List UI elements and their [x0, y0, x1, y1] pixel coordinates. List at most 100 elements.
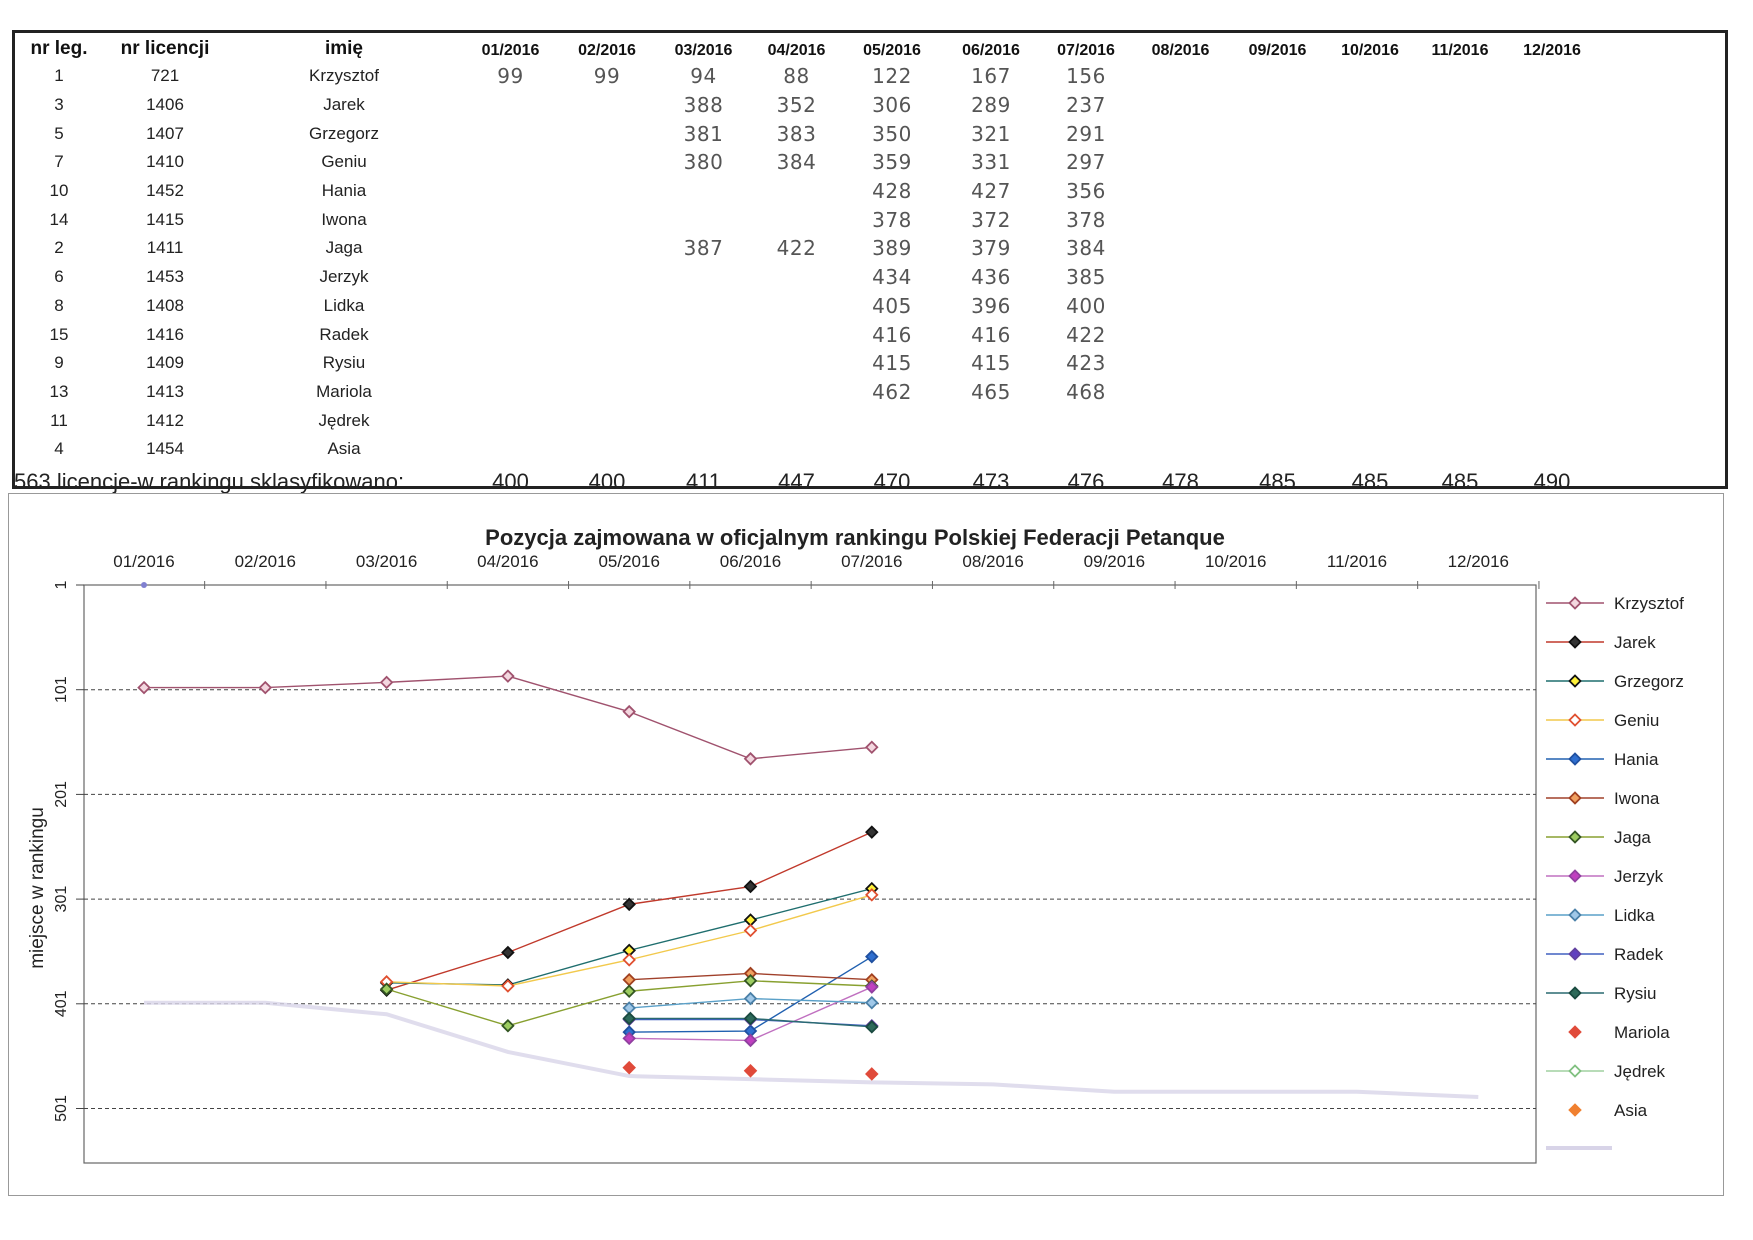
cell-rank-value: 428 [872, 179, 912, 204]
chart-title: Pozycja zajmowana w oficjalnym rankingu … [485, 525, 1225, 550]
cell-rank-value: 331 [971, 150, 1011, 175]
data-point [743, 879, 758, 894]
cell-rank-value: 350 [872, 121, 912, 146]
cell-nr-leg: 5 [54, 123, 64, 143]
cell-nr-licencji: 1407 [146, 123, 184, 143]
legend-marker [1568, 830, 1582, 844]
cell-nr-leg: 3 [54, 95, 64, 115]
y-tick-label: 301 [53, 886, 70, 913]
plot-area [83, 584, 1537, 1164]
data-point [865, 949, 879, 964]
cell-imie: Geniu [321, 152, 367, 172]
legend-label: Geniu [1614, 711, 1659, 730]
y-tick-label: 201 [53, 781, 70, 808]
cell-nr-licencji: 1411 [146, 238, 184, 258]
data-point [865, 740, 879, 755]
cell-nr-licencji: 1409 [146, 353, 184, 373]
footer-total-value: 473 [972, 468, 1010, 494]
data-point [865, 995, 879, 1010]
cell-rank-value: 415 [872, 351, 912, 376]
x-tick-label: 04/2016 [477, 552, 538, 571]
cell-rank-value: 385 [1066, 265, 1106, 290]
cell-imie: Mariola [316, 381, 372, 401]
cell-rank-value: 297 [1066, 150, 1106, 175]
legend-label: Hania [1614, 750, 1659, 769]
data-point [743, 991, 758, 1006]
cell-nr-leg: 7 [54, 152, 64, 172]
header-month: 03/2016 [674, 42, 733, 59]
cell-rank-value: 384 [776, 150, 817, 175]
header-imie: imię [324, 38, 364, 59]
legend-marker [1568, 986, 1582, 1000]
total-classified-line [144, 1000, 1479, 1099]
footer-total-value: 485 [1441, 468, 1479, 494]
cell-rank-value: 379 [971, 236, 1011, 261]
cell-rank-value: 416 [971, 322, 1011, 347]
legend-marker [1568, 869, 1582, 883]
table-row: 2 1411 Jaga 387 422 389 379 384 [12, 234, 1599, 263]
x-tick-label: 02/2016 [235, 552, 296, 571]
cell-imie: Iwona [321, 209, 367, 229]
data-point [379, 675, 394, 690]
cell-nr-licencji: 1412 [146, 410, 184, 430]
cell-rank-value: 321 [971, 121, 1011, 146]
data-point [501, 945, 515, 960]
x-tick-label: 03/2016 [356, 552, 417, 571]
legend-marker [1568, 713, 1582, 727]
data-point [622, 704, 636, 719]
legend-label: Radek [1614, 945, 1664, 964]
cell-imie: Krzysztof [309, 66, 379, 86]
cell-imie: Jaga [325, 238, 363, 258]
cell-rank-value: 415 [971, 351, 1011, 376]
table-row: 5 1407 Grzegorz 381 383 350 321 291 [12, 119, 1599, 148]
cell-nr-leg: 13 [49, 381, 69, 401]
header-month: 06/2016 [962, 42, 1020, 59]
table-row: 13 1413 Mariola 462 465 468 [12, 378, 1599, 407]
legend-label: Mariola [1614, 1023, 1670, 1042]
cell-rank-value: 436 [971, 265, 1011, 290]
cell-imie: Grzegorz [309, 123, 379, 143]
data-point [501, 979, 515, 993]
table-row: 10 1452 Hania 428 427 356 [12, 177, 1599, 206]
data-point [743, 1011, 758, 1026]
cell-rank-value: 380 [683, 150, 724, 175]
cell-rank-value: 388 [683, 93, 724, 118]
table-row: 9 1409 Rysiu 415 415 423 [12, 349, 1599, 378]
legend-label: Rysiu [1614, 984, 1657, 1003]
table-row: 14 1415 Iwona 378 372 378 [12, 205, 1599, 234]
data-point [622, 1060, 636, 1075]
footer-total-value: 400 [492, 468, 529, 494]
legend-marker [1568, 791, 1582, 805]
cell-rank-value: 352 [776, 93, 817, 118]
cell-nr-leg: 15 [49, 324, 69, 344]
footer-total-value: 490 [1533, 468, 1571, 494]
cell-rank-value: 378 [1066, 207, 1106, 232]
legend-label: Jarek [1614, 633, 1656, 652]
footer-total-value: 400 [588, 468, 626, 494]
legend-label: Krzysztof [1614, 594, 1684, 613]
chart-frame [8, 493, 1724, 1196]
data-point [622, 972, 636, 987]
data-point [501, 669, 515, 683]
legend-label: Jędrek [1614, 1062, 1666, 1081]
cell-imie: Rysiu [322, 353, 366, 373]
cell-nr-leg: 9 [54, 353, 64, 373]
data-point [622, 1031, 636, 1046]
data-point [622, 984, 636, 999]
table-header-row: nr leg. nr licencji imię 01/2016 02/2016 03/2… [12, 20, 1599, 62]
data-point [622, 1011, 636, 1026]
legend-marker [1568, 908, 1582, 922]
footer-total-value: 476 [1067, 468, 1105, 494]
ranking-table: nr leg. nr licencji imię 01/2016 02/2016 03/2… [12, 20, 1599, 500]
y-tick-label: 101 [53, 676, 70, 703]
cell-nr-leg: 8 [54, 295, 64, 315]
cell-nr-leg: 4 [54, 439, 64, 459]
cell-rank-value: 416 [872, 322, 912, 347]
table-row: 15 1416 Radek 416 416 422 [12, 320, 1599, 349]
header-month: 08/2016 [1151, 42, 1210, 59]
cell-rank-value: 289 [971, 93, 1011, 118]
cell-rank-value: 356 [1066, 179, 1106, 204]
y-axis-label: miejsce w rankingu [27, 807, 48, 969]
data-point [865, 825, 879, 839]
